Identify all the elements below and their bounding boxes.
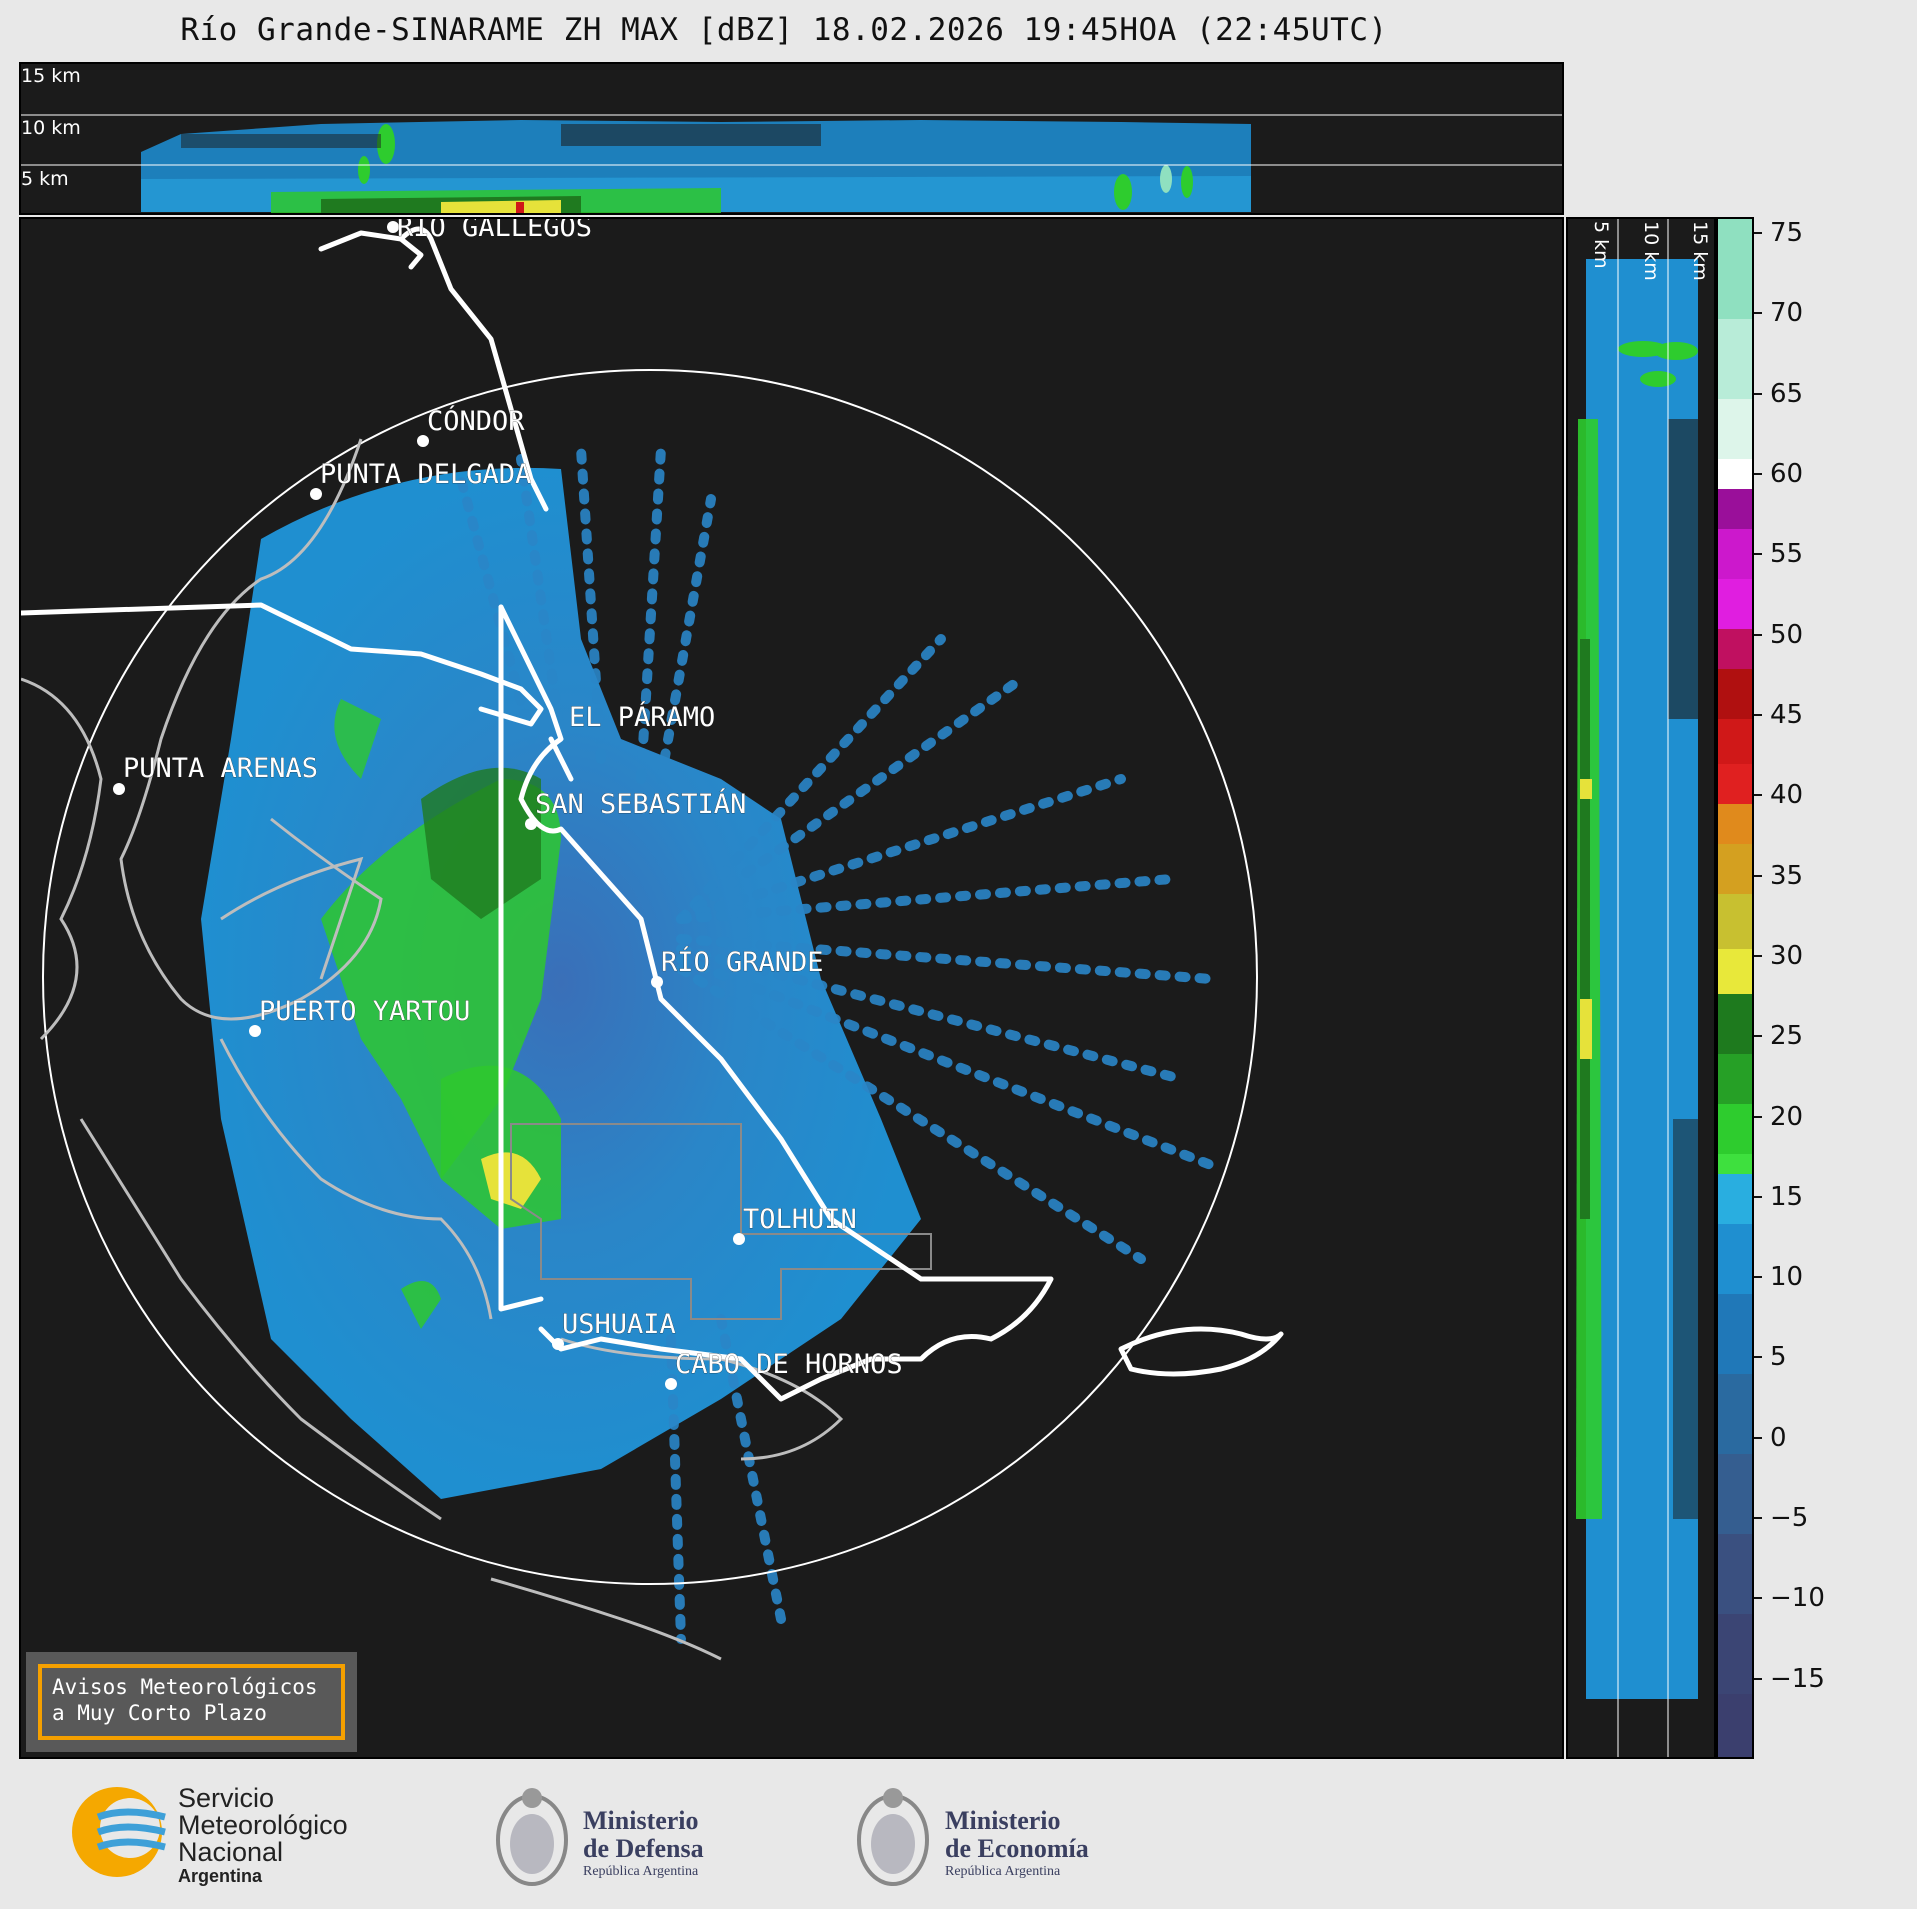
colorbar-tick-label: 45: [1754, 700, 1874, 730]
chart-title: Río Grande-SINARAME ZH MAX [dBZ] 18.02.2…: [180, 12, 1388, 48]
colorbar-ticks: 75 70 65 60 55 50 45 40 35 30 25 20 15 10 5 0 −5 −10 −15: [1754, 217, 1874, 1759]
side-height-profile: 5 km 10 km 15 km: [1566, 217, 1716, 1759]
city-label-punta-arenas: PUNTA ARENAS: [123, 753, 318, 784]
colorbar-tick-label: −5: [1754, 1503, 1874, 1533]
smn-line-2: Meteorológico: [178, 1810, 348, 1840]
colorbar-tick-label: 75: [1754, 218, 1874, 248]
city-dot-punta-delgada: [310, 488, 322, 500]
city-dot-puerto-yartou: [249, 1025, 261, 1037]
colorbar-tick-label: 10: [1754, 1262, 1874, 1292]
colorbar-tick-label: 0: [1754, 1423, 1874, 1453]
colorbar-tick-label: 35: [1754, 861, 1874, 891]
colorbar-tick-label: 65: [1754, 379, 1874, 409]
city-dot-san-sebastian: [525, 818, 537, 830]
warning-line-2: a Muy Corto Plazo: [52, 1701, 267, 1725]
city-dot-rio-gallegos: [387, 221, 399, 233]
city-dot-cabo-de-hornos: [665, 1378, 677, 1390]
defensa-line-2: de Defensa: [583, 1834, 704, 1863]
economia-line-3: República Argentina: [945, 1864, 1061, 1879]
defensa-line-3: República Argentina: [583, 1864, 699, 1879]
colorbar-tick-label: 50: [1754, 620, 1874, 650]
colorbar-tick-label: 70: [1754, 298, 1874, 328]
city-label-rio-gallegos: RÍO GALLEGOS: [397, 219, 592, 243]
city-dot-condor: [417, 435, 429, 447]
colorbar-tick-label: 55: [1754, 539, 1874, 569]
city-dot-punta-arenas: [113, 783, 125, 795]
warning-line-1: Avisos Meteorológicos: [52, 1675, 318, 1699]
smn-line-3: Nacional: [178, 1837, 284, 1867]
colorbar-tick-label: 15: [1754, 1182, 1874, 1212]
colorbar-tick-label: −15: [1754, 1664, 1874, 1694]
smn-logo-icon: [72, 1787, 166, 1877]
top-profile-graphic: [21, 114, 1562, 213]
city-label-el-paramo: EL PÁRAMO: [569, 701, 715, 733]
top-height-profile: 15 km 10 km 5 km: [19, 62, 1564, 215]
top-alt-label-10: 10 km: [21, 117, 81, 139]
defensa-seal-icon: [496, 1788, 568, 1886]
top-alt-label-15: 15 km: [21, 65, 81, 87]
city-label-tolhuin: TOLHUIN: [743, 1204, 857, 1235]
economia-seal-icon: [857, 1788, 929, 1886]
colorbar-tick-label: 20: [1754, 1102, 1874, 1132]
range-ring: [42, 369, 1258, 1585]
economia-line-2: de Economía: [945, 1834, 1089, 1863]
side-profile-graphic: [1576, 219, 1701, 1757]
city-label-puerto-yartou: PUERTO YARTOU: [259, 996, 470, 1027]
colorbar-tick-label: −10: [1754, 1583, 1874, 1613]
city-label-san-sebastian: SAN SEBASTIÁN: [535, 788, 746, 820]
logos-graphic: [72, 1787, 929, 1886]
city-label-cabo-de-hornos: CABO DE HORNOS: [675, 1349, 903, 1380]
colorbar-tick-label: 60: [1754, 459, 1874, 489]
colorbar-tick-label: 40: [1754, 780, 1874, 810]
side-alt-label-5: 5 km: [1590, 221, 1612, 269]
smn-line-4: Argentina: [178, 1866, 263, 1886]
smn-line-1: Servicio: [178, 1783, 275, 1813]
defensa-line-1: Ministerio: [583, 1806, 699, 1835]
colorbar-tick-label: 5: [1754, 1342, 1874, 1372]
radar-map: RÍO GALLEGOS CÓNDOR PUNTA DELGADA EL PÁR…: [19, 217, 1564, 1759]
city-label-rio-grande: RÍO GRANDE: [661, 946, 824, 978]
city-dot-rio-grande: [651, 976, 663, 988]
city-label-punta-delgada: PUNTA DELGADA: [320, 459, 531, 490]
city-dot-tolhuin: [733, 1233, 745, 1245]
radar-map-graphic: RÍO GALLEGOS CÓNDOR PUNTA DELGADA EL PÁR…: [21, 219, 1284, 1661]
city-dot-ushuaia: [552, 1338, 564, 1350]
warning-box: Avisos Meteorológicos a Muy Corto Plazo: [26, 1652, 357, 1752]
side-alt-label-15: 15 km: [1689, 221, 1711, 281]
colorbar-gradient: [1718, 219, 1752, 1757]
colorbar: [1716, 217, 1754, 1759]
top-alt-label-5: 5 km: [21, 168, 69, 190]
warning-frame: Avisos Meteorológicos a Muy Corto Plazo: [38, 1664, 345, 1740]
city-label-ushuaia: USHUAIA: [562, 1309, 676, 1340]
colorbar-tick-label: 25: [1754, 1021, 1874, 1051]
economia-line-1: Ministerio: [945, 1806, 1061, 1835]
colorbar-tick-label: 30: [1754, 941, 1874, 971]
side-alt-label-10: 10 km: [1640, 221, 1662, 281]
footer-logos: Servicio Meteorológico Nacional Argentin…: [0, 1762, 1917, 1909]
city-label-condor: CÓNDOR: [427, 405, 525, 437]
